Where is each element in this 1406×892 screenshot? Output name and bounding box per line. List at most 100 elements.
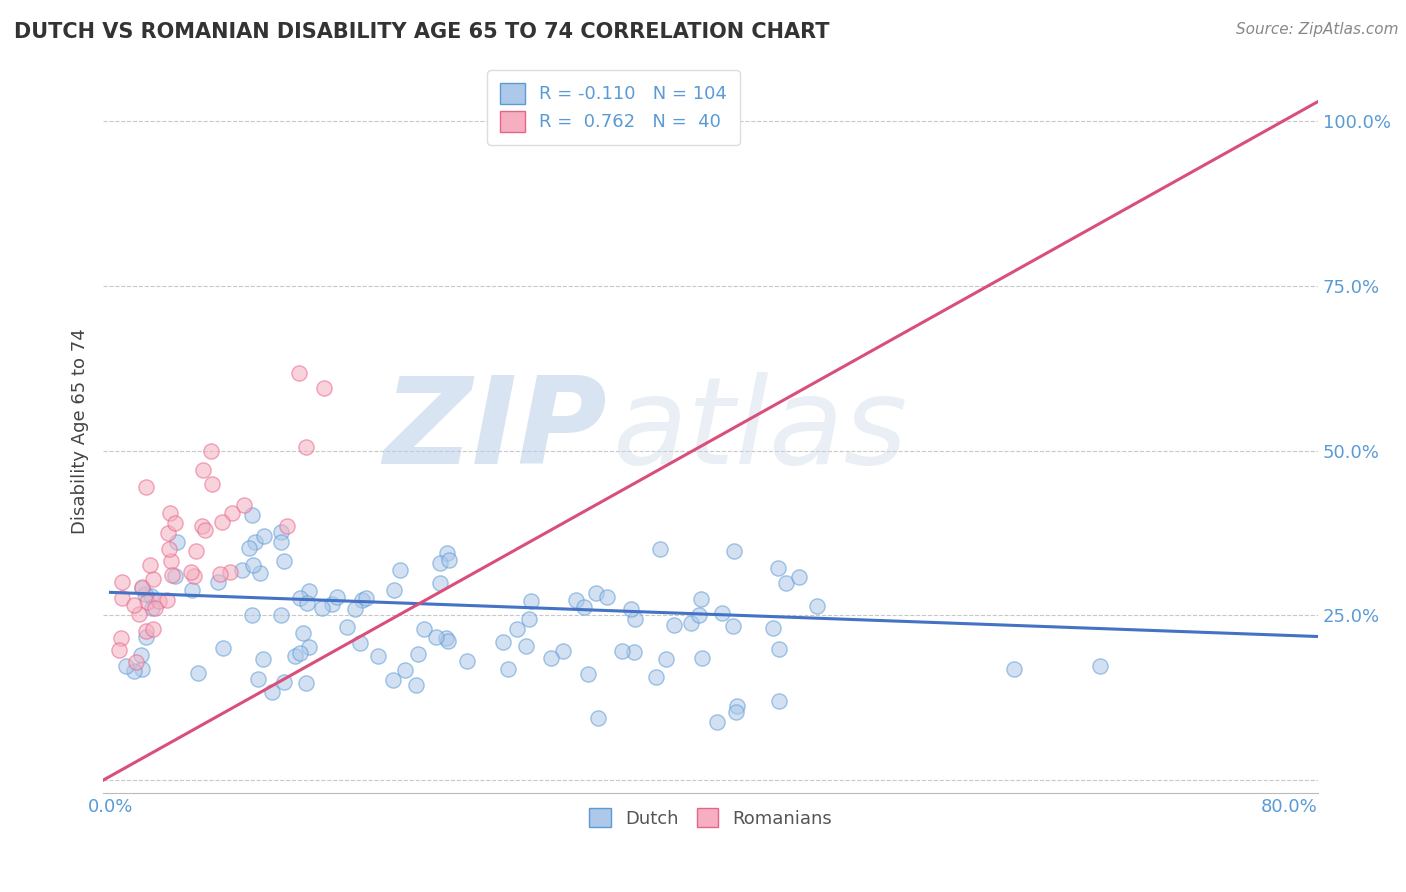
Point xyxy=(183,569,205,583)
Point xyxy=(232,498,254,512)
Point xyxy=(134,587,156,601)
Point xyxy=(115,659,138,673)
Point xyxy=(139,590,162,604)
Point xyxy=(662,618,685,632)
Point xyxy=(273,675,295,690)
Point xyxy=(679,615,702,630)
Point xyxy=(162,568,184,582)
Point xyxy=(585,586,607,600)
Point xyxy=(219,565,242,579)
Point xyxy=(209,566,232,581)
Point xyxy=(143,600,166,615)
Point xyxy=(506,622,529,636)
Point xyxy=(131,580,153,594)
Point xyxy=(325,591,347,605)
Point xyxy=(382,673,405,687)
Point xyxy=(122,598,145,612)
Point xyxy=(321,597,343,611)
Point xyxy=(187,665,209,680)
Point xyxy=(290,646,312,660)
Point xyxy=(596,590,619,604)
Point xyxy=(650,541,672,556)
Point xyxy=(260,685,283,699)
Point xyxy=(382,582,405,597)
Point xyxy=(775,575,797,590)
Point xyxy=(692,651,714,665)
Point xyxy=(184,544,207,558)
Point xyxy=(243,534,266,549)
Point xyxy=(252,528,274,542)
Point xyxy=(180,582,202,597)
Point xyxy=(336,619,359,633)
Point xyxy=(193,463,215,477)
Point xyxy=(620,601,643,615)
Point xyxy=(343,602,366,616)
Point xyxy=(572,599,595,614)
Point xyxy=(270,524,292,539)
Point xyxy=(787,570,810,584)
Point xyxy=(111,591,134,605)
Point xyxy=(200,443,222,458)
Point xyxy=(645,669,668,683)
Point xyxy=(131,662,153,676)
Point xyxy=(231,563,253,577)
Point xyxy=(1002,662,1025,676)
Point xyxy=(270,608,292,623)
Point xyxy=(201,477,224,491)
Point xyxy=(723,544,745,558)
Point xyxy=(131,581,153,595)
Point xyxy=(135,480,157,494)
Point xyxy=(706,714,728,729)
Point xyxy=(496,663,519,677)
Point xyxy=(129,648,152,662)
Legend: Dutch, Romanians: Dutch, Romanians xyxy=(582,801,839,835)
Point xyxy=(298,583,321,598)
Point xyxy=(276,518,298,533)
Point xyxy=(190,519,212,533)
Point xyxy=(623,644,645,658)
Point xyxy=(349,636,371,650)
Point xyxy=(207,574,229,589)
Point xyxy=(492,635,515,649)
Point xyxy=(294,675,316,690)
Point xyxy=(240,608,263,623)
Point xyxy=(688,607,710,622)
Text: atlas: atlas xyxy=(613,373,908,490)
Point xyxy=(142,572,165,586)
Point xyxy=(136,595,159,609)
Point xyxy=(166,535,188,549)
Point xyxy=(721,619,744,633)
Point xyxy=(295,441,318,455)
Point xyxy=(288,591,311,606)
Point xyxy=(240,508,263,522)
Point xyxy=(655,652,678,666)
Point xyxy=(565,592,588,607)
Point xyxy=(394,663,416,677)
Point xyxy=(135,631,157,645)
Point xyxy=(515,639,537,653)
Point xyxy=(711,606,734,620)
Point xyxy=(429,576,451,591)
Point xyxy=(405,678,427,692)
Point xyxy=(288,366,311,380)
Point xyxy=(142,622,165,636)
Point xyxy=(367,648,389,663)
Point xyxy=(540,651,562,665)
Point xyxy=(624,612,647,626)
Point xyxy=(437,633,460,648)
Point xyxy=(768,694,790,708)
Point xyxy=(238,541,260,555)
Point xyxy=(252,651,274,665)
Point xyxy=(690,592,713,607)
Point xyxy=(211,515,233,529)
Point xyxy=(125,655,148,669)
Point xyxy=(352,592,374,607)
Point xyxy=(429,556,451,570)
Point xyxy=(163,568,186,582)
Point xyxy=(139,558,162,573)
Point xyxy=(246,672,269,686)
Point xyxy=(249,566,271,581)
Point xyxy=(725,699,748,714)
Point xyxy=(434,631,457,645)
Point xyxy=(284,648,307,663)
